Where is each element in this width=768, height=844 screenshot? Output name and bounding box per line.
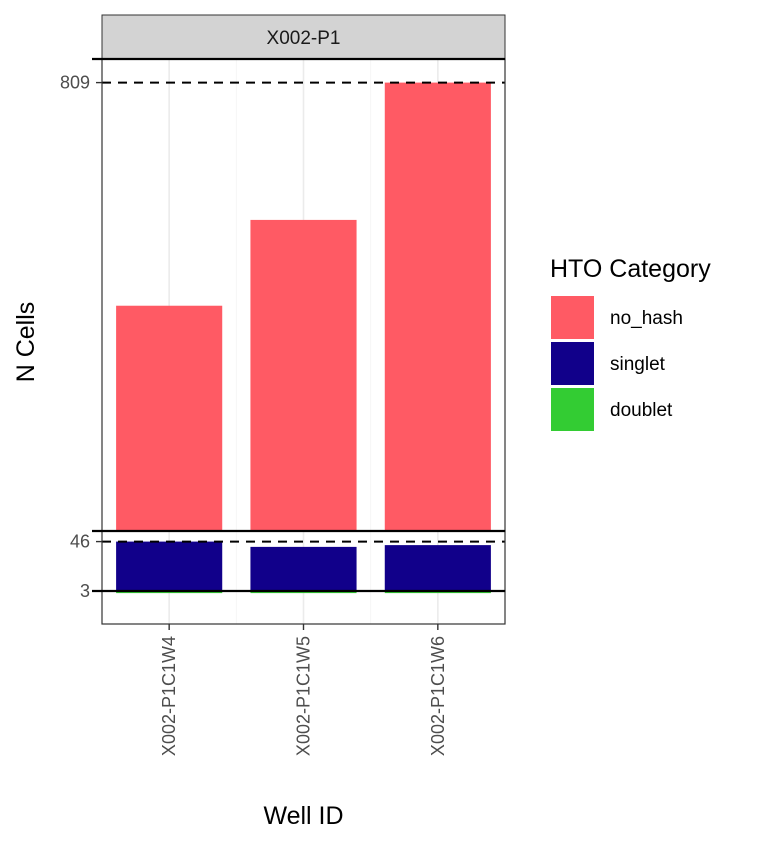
bar-singlet-X002-P1C1W4 xyxy=(116,541,223,591)
legend-label-no_hash: no_hash xyxy=(610,308,683,329)
x-tick-label: X002-P1C1W4 xyxy=(159,636,179,756)
legend-label-singlet: singlet xyxy=(610,354,666,375)
legend-key-singlet xyxy=(551,342,594,385)
legend-key-doublet xyxy=(551,388,594,431)
bar-no_hash-X002-P1C1W5 xyxy=(250,219,357,531)
bar-no_hash-X002-P1C1W4 xyxy=(116,305,223,531)
plot-panels: 809 46 3 xyxy=(60,57,506,625)
panel-no_hash: 809 xyxy=(60,58,506,532)
bar-singlet-X002-P1C1W5 xyxy=(250,546,357,591)
x-axis: X002-P1C1W4 X002-P1C1W5 X002-P1C1W6 xyxy=(159,624,448,756)
y-tick-label: 809 xyxy=(60,73,90,93)
bar-no_hash-X002-P1C1W6 xyxy=(384,82,491,531)
y-tick-label: 46 xyxy=(70,532,90,552)
facet-strip xyxy=(101,14,506,60)
x-axis-title: Well ID xyxy=(263,802,343,830)
legend-label-doublet: doublet xyxy=(610,400,673,421)
bar-singlet-X002-P1C1W6 xyxy=(384,545,491,591)
x-tick-label: X002-P1C1W5 xyxy=(294,636,314,756)
y-axis-title: N Cells xyxy=(12,302,40,383)
panel-singlet: 46 xyxy=(70,530,506,592)
legend-title: HTO Category xyxy=(550,255,711,283)
legend-key-no_hash xyxy=(551,296,594,339)
y-tick-label: 3 xyxy=(80,581,90,601)
facet-label: X002-P1 xyxy=(267,28,341,49)
x-tick-label: X002-P1C1W6 xyxy=(428,636,448,756)
